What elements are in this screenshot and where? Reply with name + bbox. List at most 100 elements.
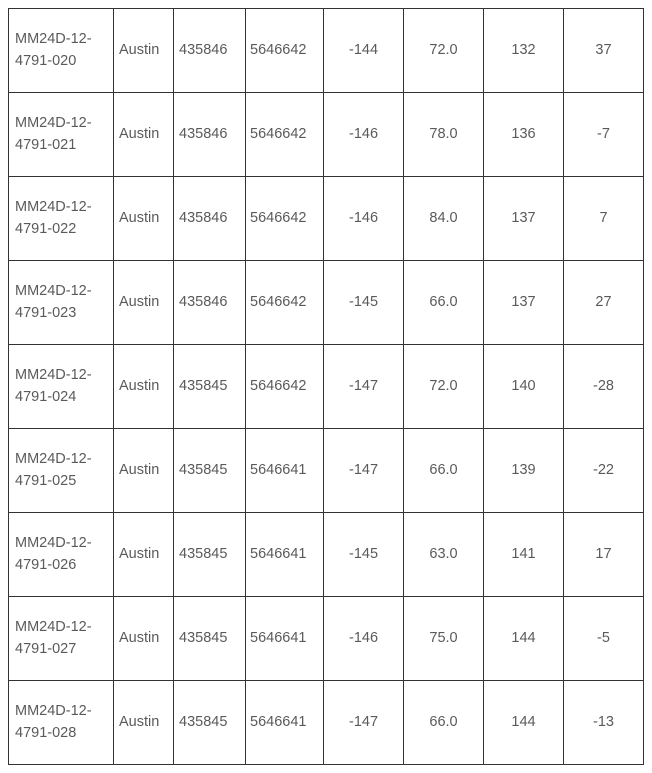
- cell-c5: 66.0: [404, 681, 484, 765]
- cell-c5: 84.0: [404, 177, 484, 261]
- cell-c3: 5646641: [246, 513, 324, 597]
- cell-c5: 63.0: [404, 513, 484, 597]
- id-line1: MM24D-12-: [15, 281, 107, 303]
- cell-c5: 66.0: [404, 429, 484, 513]
- cell-c4: -147: [324, 345, 404, 429]
- id-line2: 4791-027: [15, 639, 107, 661]
- cell-c3: 5646642: [246, 93, 324, 177]
- cell-id: MM24D-12-4791-025: [9, 429, 114, 513]
- cell-c1: Austin: [114, 9, 174, 93]
- table-row: MM24D-12-4791-024Austin4358455646642-147…: [9, 345, 644, 429]
- cell-c7: 17: [564, 513, 644, 597]
- cell-c3: 5646642: [246, 9, 324, 93]
- id-line1: MM24D-12-: [15, 701, 107, 723]
- id-line1: MM24D-12-: [15, 29, 107, 51]
- cell-c4: -147: [324, 429, 404, 513]
- cell-c2: 435845: [174, 345, 246, 429]
- cell-c7: -5: [564, 597, 644, 681]
- id-line2: 4791-021: [15, 135, 107, 157]
- cell-c2: 435846: [174, 93, 246, 177]
- cell-c7: -13: [564, 681, 644, 765]
- table-row: MM24D-12-4791-026Austin4358455646641-145…: [9, 513, 644, 597]
- id-line1: MM24D-12-: [15, 449, 107, 471]
- cell-id: MM24D-12-4791-028: [9, 681, 114, 765]
- id-line2: 4791-026: [15, 555, 107, 577]
- cell-c1: Austin: [114, 681, 174, 765]
- id-line2: 4791-022: [15, 219, 107, 241]
- cell-c4: -146: [324, 93, 404, 177]
- cell-c5: 72.0: [404, 345, 484, 429]
- cell-c6: 140: [484, 345, 564, 429]
- table-row: MM24D-12-4791-028Austin4358455646641-147…: [9, 681, 644, 765]
- id-line1: MM24D-12-: [15, 617, 107, 639]
- cell-c6: 144: [484, 681, 564, 765]
- id-line2: 4791-025: [15, 471, 107, 493]
- cell-c5: 78.0: [404, 93, 484, 177]
- id-line1: MM24D-12-: [15, 113, 107, 135]
- cell-c3: 5646642: [246, 261, 324, 345]
- cell-c6: 139: [484, 429, 564, 513]
- cell-c2: 435845: [174, 681, 246, 765]
- cell-c7: -22: [564, 429, 644, 513]
- cell-id: MM24D-12-4791-024: [9, 345, 114, 429]
- table-body: MM24D-12-4791-020Austin4358465646642-144…: [9, 9, 644, 765]
- cell-id: MM24D-12-4791-021: [9, 93, 114, 177]
- cell-c2: 435846: [174, 177, 246, 261]
- cell-c2: 435846: [174, 9, 246, 93]
- cell-c1: Austin: [114, 261, 174, 345]
- cell-c3: 5646641: [246, 429, 324, 513]
- cell-c3: 5646642: [246, 177, 324, 261]
- cell-c7: -28: [564, 345, 644, 429]
- cell-c4: -147: [324, 681, 404, 765]
- cell-c1: Austin: [114, 345, 174, 429]
- id-line2: 4791-020: [15, 51, 107, 73]
- cell-c4: -145: [324, 513, 404, 597]
- cell-c1: Austin: [114, 597, 174, 681]
- data-table: MM24D-12-4791-020Austin4358465646642-144…: [8, 8, 644, 765]
- cell-c2: 435845: [174, 597, 246, 681]
- table-row: MM24D-12-4791-022Austin4358465646642-146…: [9, 177, 644, 261]
- cell-c4: -144: [324, 9, 404, 93]
- id-line1: MM24D-12-: [15, 365, 107, 387]
- cell-c1: Austin: [114, 429, 174, 513]
- id-line1: MM24D-12-: [15, 197, 107, 219]
- cell-id: MM24D-12-4791-022: [9, 177, 114, 261]
- cell-c2: 435845: [174, 513, 246, 597]
- cell-c4: -146: [324, 597, 404, 681]
- cell-id: MM24D-12-4791-020: [9, 9, 114, 93]
- table-row: MM24D-12-4791-021Austin4358465646642-146…: [9, 93, 644, 177]
- cell-c4: -145: [324, 261, 404, 345]
- cell-c6: 144: [484, 597, 564, 681]
- id-line2: 4791-028: [15, 723, 107, 745]
- id-line2: 4791-023: [15, 303, 107, 325]
- cell-c7: -7: [564, 93, 644, 177]
- cell-c3: 5646641: [246, 597, 324, 681]
- cell-id: MM24D-12-4791-026: [9, 513, 114, 597]
- cell-c4: -146: [324, 177, 404, 261]
- cell-c3: 5646642: [246, 345, 324, 429]
- cell-c2: 435846: [174, 261, 246, 345]
- cell-c3: 5646641: [246, 681, 324, 765]
- cell-c7: 7: [564, 177, 644, 261]
- cell-c5: 75.0: [404, 597, 484, 681]
- cell-c1: Austin: [114, 93, 174, 177]
- cell-c6: 141: [484, 513, 564, 597]
- cell-c7: 37: [564, 9, 644, 93]
- cell-c6: 136: [484, 93, 564, 177]
- id-line1: MM24D-12-: [15, 533, 107, 555]
- cell-c1: Austin: [114, 177, 174, 261]
- table-row: MM24D-12-4791-025Austin4358455646641-147…: [9, 429, 644, 513]
- cell-c6: 132: [484, 9, 564, 93]
- cell-c2: 435845: [174, 429, 246, 513]
- id-line2: 4791-024: [15, 387, 107, 409]
- table-row: MM24D-12-4791-020Austin4358465646642-144…: [9, 9, 644, 93]
- cell-c6: 137: [484, 261, 564, 345]
- cell-id: MM24D-12-4791-023: [9, 261, 114, 345]
- cell-c5: 66.0: [404, 261, 484, 345]
- cell-c5: 72.0: [404, 9, 484, 93]
- cell-c1: Austin: [114, 513, 174, 597]
- cell-id: MM24D-12-4791-027: [9, 597, 114, 681]
- table-row: MM24D-12-4791-027Austin4358455646641-146…: [9, 597, 644, 681]
- table-row: MM24D-12-4791-023Austin4358465646642-145…: [9, 261, 644, 345]
- cell-c7: 27: [564, 261, 644, 345]
